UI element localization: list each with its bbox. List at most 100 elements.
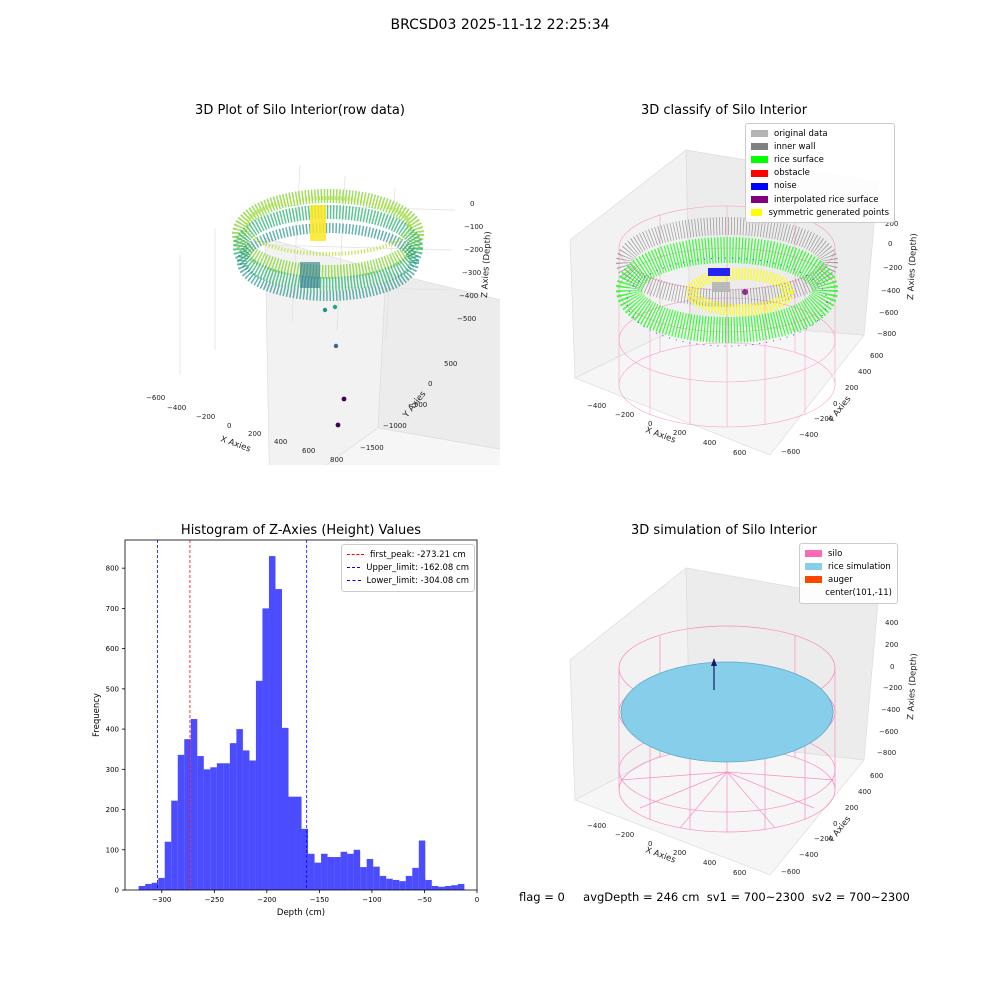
- simulation-center-marker: [711, 658, 717, 666]
- histogram-bars: [138, 556, 465, 890]
- histogram-bar: [275, 589, 282, 890]
- simulation-ztick: −400: [881, 706, 900, 714]
- legend-line: [347, 554, 364, 556]
- legend-item: center(101,-11): [805, 587, 892, 600]
- classify-ytick: −400: [799, 431, 818, 439]
- classify-ytick: 400: [858, 368, 871, 376]
- legend-line: [347, 567, 361, 569]
- legend-swatch: [805, 590, 819, 597]
- simulation-ytick: 0: [833, 820, 837, 828]
- y-tick-label: 0: [115, 887, 119, 895]
- simulation-rice-surface: [620, 661, 834, 763]
- status-line: flag = 0 avgDepth = 246 cm sv1 = 700~230…: [519, 890, 910, 904]
- histogram-bar: [327, 857, 335, 890]
- legend-swatch: [751, 143, 768, 151]
- raw-ytick: −500: [408, 401, 427, 409]
- legend-item: inner wall: [751, 140, 889, 153]
- x-tick-label: 0: [475, 896, 479, 904]
- histogram-bar: [431, 885, 439, 890]
- histogram-bar: [366, 859, 374, 890]
- legend-label: silo: [828, 548, 843, 559]
- classify-ztick: −600: [879, 309, 898, 317]
- histogram-bar: [223, 763, 230, 890]
- histogram-bar: [158, 877, 165, 890]
- simulation-ytick: −200: [814, 835, 833, 843]
- classify-xtick: 400: [703, 439, 716, 447]
- histogram-bar: [347, 853, 354, 890]
- legend-item: Upper_limit: -162.08 cm: [347, 561, 469, 574]
- classify-rice-surface: [616, 237, 838, 343]
- histogram-bar: [288, 796, 296, 890]
- histogram-bar: [177, 754, 185, 890]
- legend-item: auger: [805, 573, 892, 586]
- classify-pane-floor: [574, 321, 865, 456]
- simulation-xtick: −200: [615, 831, 634, 839]
- raw-plot-title: 3D Plot of Silo Interior(row data): [195, 103, 405, 118]
- simulation-ztick: 0: [890, 663, 894, 671]
- y-tick-label: 500: [106, 685, 119, 693]
- y-tick-label: 800: [106, 565, 119, 573]
- legend-swatch: [805, 563, 822, 571]
- simulation-rice-mesh: [620, 661, 834, 763]
- histogram-vlines: [157, 540, 308, 890]
- classify-ytick: 600: [870, 352, 883, 360]
- simulation-plot-title: 3D simulation of Silo Interior: [631, 523, 817, 538]
- histogram-bar: [197, 756, 204, 890]
- histogram-y-axis-label: Frequency: [92, 693, 102, 737]
- raw-pane-back: [377, 271, 500, 450]
- raw-xtick: 0: [227, 422, 231, 430]
- histogram-bar: [236, 729, 243, 890]
- sv1-text: sv1 = 700~2300: [706, 890, 805, 904]
- legend-swatch: [805, 576, 822, 584]
- simulation-ztick: −200: [883, 684, 902, 692]
- histogram-bar: [379, 875, 387, 890]
- raw-ztick: −300: [462, 269, 481, 277]
- legend-label: interpolated rice surface: [774, 194, 879, 205]
- simulation-legend: silo rice simulation auger center(101,-1…: [799, 543, 898, 604]
- flag-text: flag = 0: [519, 890, 565, 904]
- histogram-bar: [210, 767, 217, 890]
- legend-label: rice simulation: [828, 561, 891, 572]
- histogram-legend: first_peak: -273.21 cm Upper_limit: -162…: [341, 544, 475, 592]
- histogram-bar: [249, 760, 256, 890]
- histogram-bar: [457, 883, 465, 890]
- classify-ztick: −200: [883, 264, 902, 272]
- classify-inner-wall: [616, 217, 838, 307]
- simulation-ytick: 400: [858, 788, 871, 796]
- raw-ytick: −1000: [383, 422, 407, 430]
- simulation-xtick: −400: [587, 822, 606, 830]
- histogram-bar: [190, 719, 198, 890]
- histogram-bar: [255, 680, 263, 890]
- classify-ztick: −800: [877, 330, 896, 338]
- histogram-bar: [386, 878, 393, 890]
- y-tick-label: 100: [106, 846, 119, 854]
- figure-title: BRCSD03 2025-11-12 22:25:34: [390, 17, 610, 33]
- simulation-ytick: 600: [870, 772, 883, 780]
- histogram-bar: [353, 849, 361, 890]
- raw-pane-floor: [325, 427, 500, 465]
- x-tick-label: −250: [205, 896, 224, 904]
- simulation-ytick: −600: [781, 868, 800, 876]
- legend-item: noise: [751, 180, 889, 193]
- legend-item: obstacle: [751, 167, 889, 180]
- y-tick-label: 300: [106, 766, 119, 774]
- histogram-bar: [229, 743, 237, 890]
- histogram-bar: [444, 885, 452, 890]
- histogram-bar: [418, 840, 426, 890]
- raw-ztick: −400: [459, 292, 478, 300]
- simulation-ytick: 200: [845, 804, 858, 812]
- classify-plot-title: 3D classify of Silo Interior: [640, 103, 808, 118]
- legend-label: noise: [774, 181, 797, 192]
- histogram-chart: −300 −250 −200 −150 −100 −50 0 0 100 200 300 400 50…: [92, 539, 479, 918]
- x-tick-label: −50: [417, 896, 432, 904]
- histogram-bar: [321, 853, 328, 890]
- legend-label: symmetric generated points: [768, 207, 889, 218]
- raw-ztick: −200: [464, 246, 483, 254]
- raw-xtick: −200: [196, 413, 215, 421]
- histogram-x-axis-label: Depth (cm): [277, 908, 325, 918]
- simulation-ztick: 200: [885, 641, 898, 649]
- histogram-bar: [360, 867, 367, 890]
- classify-ytick: −200: [814, 415, 833, 423]
- simulation-xtick: 400: [703, 859, 716, 867]
- histogram-bar: [412, 867, 419, 890]
